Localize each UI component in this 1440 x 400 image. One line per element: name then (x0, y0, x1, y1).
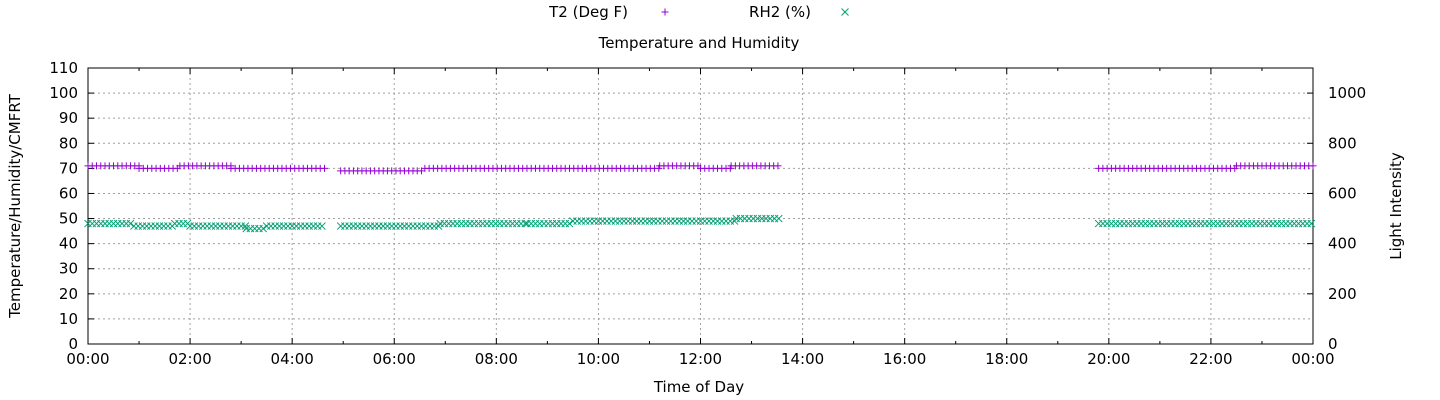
plot-frame (87, 67, 1314, 345)
y-tick-label: 90 (59, 109, 78, 127)
y2-axis-label: Light Intensity (1387, 152, 1405, 260)
x-tick-label: 00:00 (66, 350, 109, 368)
series-t2 (84, 162, 1317, 175)
t2-point (1309, 162, 1317, 170)
x-tick-label: 18:00 (985, 350, 1028, 368)
y2-tick-label: 400 (1328, 235, 1357, 253)
y-tick-label: 0 (68, 335, 78, 353)
y2-tick-label: 1000 (1328, 84, 1366, 102)
x-tick-label: 06:00 (373, 350, 416, 368)
rh2-point (1307, 219, 1316, 228)
y-tick-label: 50 (59, 210, 78, 228)
chart-title: Temperature and Humidity (598, 34, 800, 52)
y-tick-label: 100 (49, 84, 78, 102)
legend-marker (661, 8, 669, 16)
x-tick-label: 02:00 (168, 350, 211, 368)
y2-tick-labels: 0 200 400 600 800 1000 (1328, 84, 1366, 353)
x-tick-label: 20:00 (1087, 350, 1130, 368)
legend-label-t2: T2 (Deg F) (548, 3, 628, 21)
rh2-point (774, 214, 783, 223)
legend-marker-t2 (661, 8, 669, 16)
y-tick-label: 10 (59, 310, 78, 328)
x-tick-label: 12:00 (679, 350, 722, 368)
t2-point (320, 164, 328, 172)
x-tick-label: 04:00 (271, 350, 314, 368)
y2-tick-label: 800 (1328, 134, 1357, 152)
rh2-point (259, 224, 268, 233)
y-tick-label: 40 (59, 235, 78, 253)
legend-marker (841, 8, 849, 16)
y-axis-label: Temperature/Humidity/CMFRT (6, 93, 24, 319)
t2-point (774, 162, 782, 170)
y-tick-label: 80 (59, 134, 78, 152)
x-tick-label: 16:00 (883, 350, 926, 368)
rh2-point (521, 219, 530, 228)
y-tick-label: 60 (59, 184, 78, 202)
rh2-point (318, 222, 326, 230)
x-tick-label: 08:00 (475, 350, 518, 368)
y-tick-label: 70 (59, 159, 78, 177)
rh2-point (126, 219, 135, 228)
y-tick-label: 30 (59, 260, 78, 278)
x-tick-label: 10:00 (577, 350, 620, 368)
y2-tick-label: 600 (1328, 184, 1357, 202)
legend-marker-rh2 (841, 8, 849, 16)
series-rh2 (84, 214, 1316, 233)
y-tick-labels: 0 10 20 30 40 50 60 70 80 90 100 110 (49, 59, 78, 353)
y2-tick-label: 0 (1328, 335, 1338, 353)
grid-lines (88, 68, 1313, 344)
x-tick-label: 00:00 (1291, 350, 1334, 368)
legend-label-rh2: RH2 (%) (749, 3, 811, 21)
rh2-point (565, 219, 574, 228)
y-tick-label: 110 (49, 59, 78, 77)
x-tick-label: 22:00 (1189, 350, 1232, 368)
y2-tick-label: 200 (1328, 285, 1357, 303)
x-tick-label: 14:00 (781, 350, 824, 368)
x-axis-label: Time of Day (653, 378, 744, 396)
data-points (84, 162, 1317, 233)
rh2-point (241, 222, 250, 230)
y-tick-label: 20 (59, 285, 78, 303)
x-tick-labels: 00:00 02:00 04:00 06:00 08:00 10:00 12:00 14:00… (66, 350, 1334, 368)
